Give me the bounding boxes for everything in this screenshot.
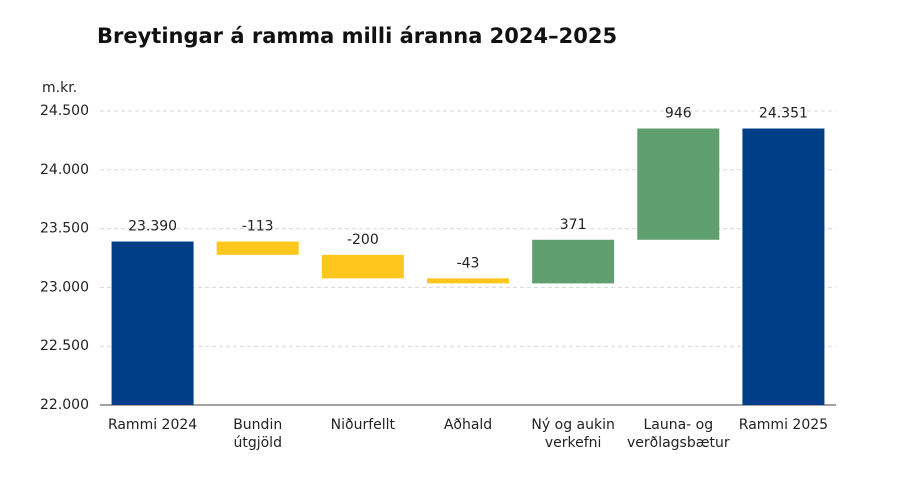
bar: [427, 278, 509, 284]
bar: [532, 239, 615, 284]
y-axis-label: m.kr.: [42, 80, 77, 96]
bar: [637, 128, 720, 240]
y-tick-label: 24.500: [40, 103, 89, 119]
value-label: -43: [457, 255, 480, 271]
x-tick-label: Bundin útgjöld: [233, 417, 282, 451]
y-tick-label: 22.000: [40, 397, 89, 413]
y-tick-label: 23.500: [40, 221, 89, 237]
x-tick-label: Launa- og verðlagsbætur: [627, 417, 730, 451]
x-tick-label: Niðurfellt: [331, 417, 396, 433]
y-tick-label: 22.500: [40, 338, 89, 354]
y-tick-label: 24.000: [40, 162, 89, 178]
x-tick-label: Aðhald: [444, 417, 492, 433]
value-label: 23.390: [128, 219, 177, 235]
bar: [216, 241, 299, 255]
chart-title: Breytingar á ramma milli áranna 2024–202…: [97, 24, 617, 48]
x-tick-label: Ný og aukin verkefni: [531, 417, 614, 451]
value-label: -113: [242, 219, 274, 235]
value-label: 24.351: [759, 106, 808, 122]
x-tick-label: Rammi 2025: [739, 417, 828, 433]
bar: [111, 241, 194, 405]
bar: [321, 254, 404, 279]
bar: [742, 128, 825, 405]
value-label: 946: [665, 106, 692, 122]
value-label: 371: [560, 217, 587, 233]
value-label: -200: [347, 232, 379, 248]
y-tick-label: 23.000: [40, 279, 89, 295]
x-tick-label: Rammi 2024: [108, 417, 197, 433]
